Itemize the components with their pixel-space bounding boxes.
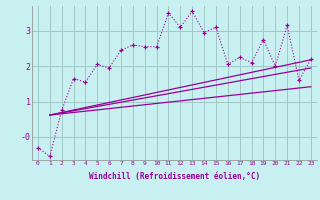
X-axis label: Windchill (Refroidissement éolien,°C): Windchill (Refroidissement éolien,°C) <box>89 172 260 181</box>
